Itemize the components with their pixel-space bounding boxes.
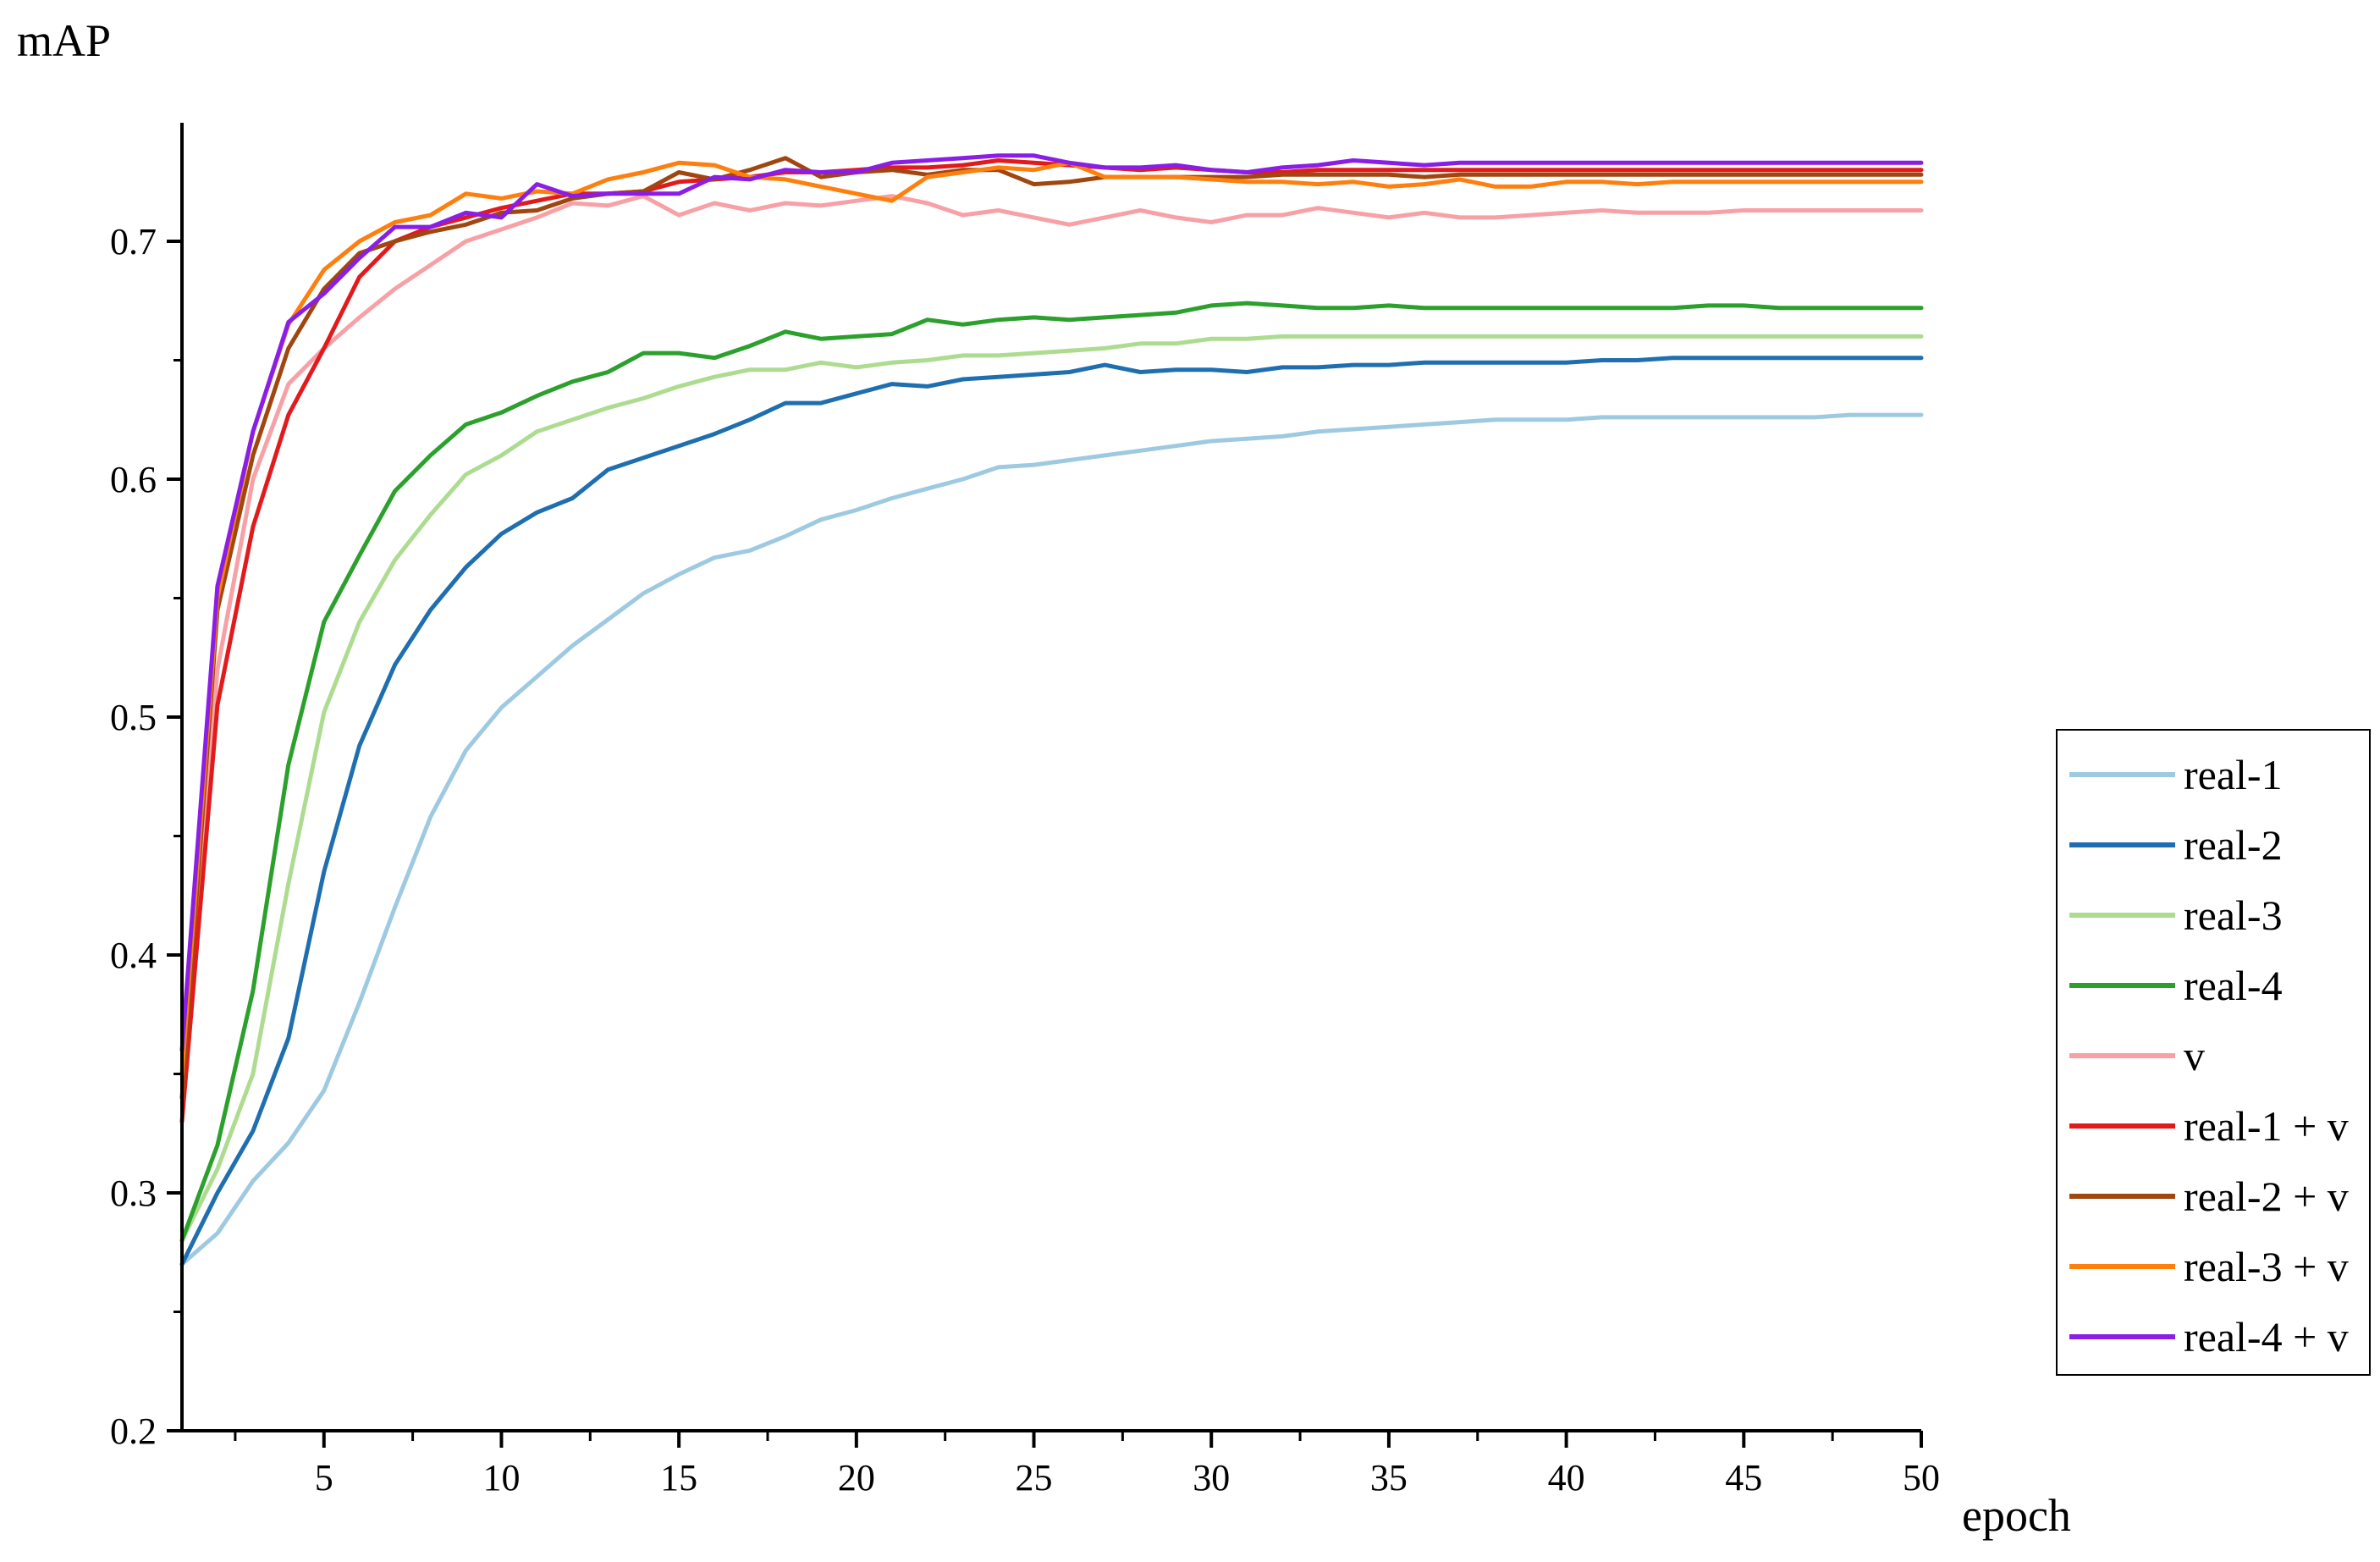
x-tick-label: 20 [838,1457,875,1499]
y-tick-label: 0.5 [110,697,157,738]
x-axis-label: epoch [1962,1490,2071,1541]
series-line-real-3 [179,334,1924,1243]
x-tick-label: 50 [1903,1457,1940,1499]
y-axis-label: mAP [17,15,111,66]
legend-label: real-3 + v [2184,1243,2349,1290]
x-tick-label: 35 [1370,1457,1408,1499]
series-lines [179,153,1924,1267]
legend-label: real-1 [2184,751,2283,798]
x-tick-label: 45 [1725,1457,1762,1499]
y-tick-label: 0.2 [110,1410,157,1452]
legend: real-1 real-2 real-3 real-4 v real-1 + v real-… [2056,729,2371,1376]
series-line-real-3-v [179,160,1924,1076]
y-tick-label: 0.3 [110,1173,157,1214]
legend-label: v [2184,1032,2205,1079]
legend-label: real-2 [2184,821,2283,869]
x-tick-label: 15 [660,1457,697,1499]
series-line-real-4-v [179,153,1924,1052]
series-line-real-1 [179,412,1924,1267]
series-line-v [179,194,1924,1101]
series-line-real-2-v [179,156,1924,1101]
axes: 0.2 0.3 0.4 0.5 0.6 0.7 5 10 15 20 25 30 35 40 45 50 [110,123,1940,1499]
x-tick-label: 40 [1548,1457,1585,1499]
x-axis-ticks: 5 10 15 20 25 30 35 40 45 50 [234,1431,1940,1499]
legend-label: real-4 + v [2184,1313,2349,1361]
legend-label: real-1 + v [2184,1102,2349,1150]
legend-label: real-3 [2184,891,2283,939]
x-tick-label: 25 [1016,1457,1053,1499]
x-tick-label: 10 [482,1457,520,1499]
legend-label: real-2 + v [2184,1173,2349,1220]
y-tick-label: 0.6 [110,459,157,500]
legend-label: real-4 [2184,962,2283,1009]
y-axis-ticks: 0.2 0.3 0.4 0.5 0.6 0.7 [110,221,182,1452]
y-tick-label: 0.4 [110,935,157,976]
series-line-real-4 [179,301,1924,1243]
y-tick-label: 0.7 [110,221,157,262]
series-line-real-2 [179,356,1924,1267]
series-line-real-1-v [179,158,1924,1124]
x-tick-label: 30 [1193,1457,1230,1499]
x-tick-label: 5 [315,1457,333,1499]
